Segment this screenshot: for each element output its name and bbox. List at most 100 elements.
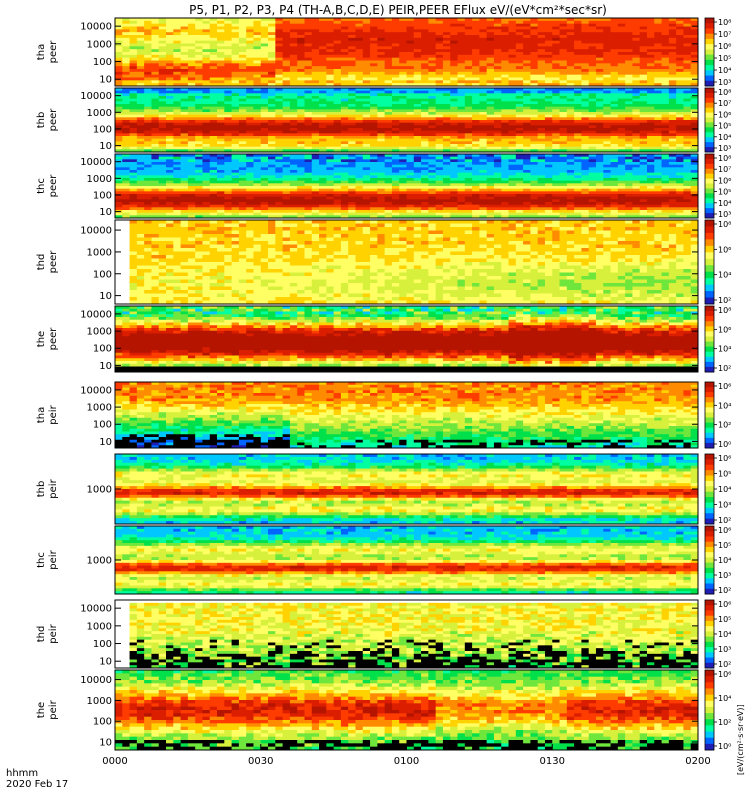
spectrogram-cell: [173, 63, 181, 67]
spectrogram-cell: [450, 29, 458, 33]
spectrogram-cell: [173, 122, 181, 126]
spectrogram-cell: [486, 170, 495, 174]
spectrogram-cell: [326, 130, 335, 134]
spectrogram-cell: [566, 77, 575, 81]
spectrogram-cell: [115, 74, 123, 78]
spectrogram-cell: [508, 18, 517, 22]
spectrogram-cell: [523, 57, 531, 61]
spectrogram-cell: [435, 149, 444, 153]
spectrogram-cell: [515, 133, 524, 137]
spectrogram-cell: [413, 159, 422, 163]
spectrogram-cell: [413, 156, 422, 160]
spectrogram-cell: [603, 114, 611, 118]
spectrogram-cell: [530, 104, 539, 108]
spectrogram-cell: [646, 46, 655, 50]
spectrogram-cell: [690, 130, 699, 134]
spectrogram-cell: [231, 125, 240, 129]
spectrogram-cell: [311, 40, 320, 44]
spectrogram-cell: [246, 60, 254, 64]
spectrogram-cell: [187, 54, 196, 59]
spectrogram-cell: [442, 80, 451, 84]
spectrogram-cell: [304, 109, 313, 113]
spectrogram-cell: [209, 77, 218, 81]
spectrogram-cell: [493, 93, 502, 97]
spectrogram-cell: [413, 49, 422, 53]
spectrogram-cell: [668, 136, 677, 140]
spectrogram-cell: [610, 178, 619, 182]
spectrogram-cell: [260, 172, 269, 176]
spectrogram-cell: [333, 49, 342, 53]
spectrogram-cell: [442, 106, 451, 110]
spectrogram-cell: [581, 60, 590, 64]
spectrogram-cell: [450, 71, 458, 76]
spectrogram-cell: [501, 101, 509, 105]
spectrogram-cell: [348, 122, 356, 126]
spectrogram-cell: [523, 80, 531, 84]
spectrogram-cell: [413, 46, 422, 50]
spectrogram-cell: [603, 120, 611, 124]
spectrogram-cell: [530, 57, 539, 61]
spectrogram-cell: [348, 52, 356, 56]
spectrogram-cell: [544, 120, 553, 124]
spectrogram-cell: [384, 154, 393, 158]
spectrogram-cell: [268, 114, 276, 118]
spectrogram-cell: [355, 180, 364, 184]
spectrogram-cell: [384, 117, 393, 121]
spectrogram-cell: [282, 90, 291, 94]
spectrogram-cell: [588, 167, 597, 171]
spectrogram-cell: [187, 164, 196, 168]
spectrogram-cell: [173, 57, 181, 61]
spectrogram-cell: [515, 93, 524, 97]
spectrogram-cell: [406, 54, 415, 59]
spectrogram-cell: [515, 77, 524, 81]
spectrogram-cell: [442, 83, 451, 87]
spectrogram-cell: [508, 172, 517, 176]
spectrogram-cell: [282, 63, 291, 67]
spectrogram-cell: [246, 69, 254, 73]
spectrogram-cell: [340, 29, 349, 33]
spectrogram-cell: [544, 106, 553, 110]
spectrogram-cell: [173, 144, 181, 148]
spectrogram-cell: [646, 69, 655, 73]
spectrogram-cell: [289, 66, 298, 70]
spectrogram-cell: [603, 88, 611, 92]
spectrogram-cell: [559, 35, 568, 39]
spectrogram-cell: [406, 104, 415, 108]
spectrogram-cell: [588, 71, 597, 76]
spectrogram-cell: [187, 43, 196, 47]
spectrogram-cell: [115, 83, 123, 87]
spectrogram-cell: [479, 71, 488, 76]
spectrogram-cell: [238, 18, 247, 22]
spectrogram-cell: [639, 178, 648, 182]
spectrogram-cell: [311, 66, 320, 70]
spectrogram-cell: [253, 23, 262, 27]
spectrogram-cell: [217, 170, 225, 174]
spectrogram-cell: [486, 88, 495, 92]
spectrogram-cell: [574, 183, 582, 187]
spectrogram-cell: [391, 156, 400, 160]
spectrogram-cell: [457, 144, 466, 148]
spectrogram-cell: [231, 40, 240, 44]
spectrogram-cell: [333, 106, 342, 110]
spectrogram-cell: [537, 104, 546, 108]
spectrogram-cell: [457, 46, 466, 50]
spectrogram-cell: [151, 96, 160, 100]
spectrogram-cell: [333, 180, 342, 184]
spectrogram-cell: [238, 26, 247, 30]
spectrogram-cell: [464, 112, 473, 116]
spectrogram-cell: [238, 90, 247, 94]
spectrogram-cell: [151, 128, 160, 132]
spectrogram-cell: [552, 71, 560, 76]
spectrogram-cell: [304, 83, 313, 87]
spectrogram-cell: [333, 178, 342, 182]
spectrogram-cell: [661, 93, 670, 97]
spectrogram-cell: [588, 120, 597, 124]
spectrogram-cell: [515, 18, 524, 22]
spectrogram-cell: [610, 35, 619, 39]
spectrogram-cell: [202, 122, 211, 126]
spectrogram-cell: [493, 117, 502, 121]
spectrogram-cell: [260, 83, 269, 87]
spectrogram-cell: [297, 178, 305, 182]
spectrogram-cell: [399, 98, 407, 102]
spectrogram-cell: [268, 57, 276, 61]
